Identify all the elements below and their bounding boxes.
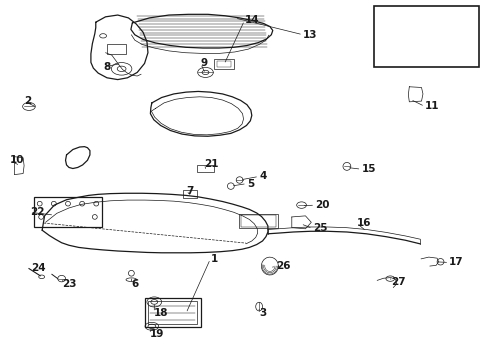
Text: 24: 24	[31, 263, 45, 273]
Text: 19: 19	[149, 329, 163, 339]
Text: 4: 4	[259, 171, 266, 181]
Text: 12: 12	[453, 25, 468, 35]
Bar	[182, 190, 197, 198]
Text: 22: 22	[30, 207, 44, 217]
Text: 21: 21	[204, 159, 219, 169]
Text: 11: 11	[424, 102, 439, 112]
Text: 26: 26	[276, 261, 290, 271]
Bar	[107, 44, 125, 54]
Bar	[217, 61, 230, 67]
Text: 1: 1	[210, 254, 217, 264]
Bar	[34, 197, 102, 226]
Text: 16: 16	[356, 218, 370, 228]
Text: 25: 25	[312, 224, 326, 233]
Bar	[148, 301, 196, 324]
Text: 9: 9	[200, 58, 207, 68]
Text: 27: 27	[390, 277, 405, 287]
Text: 5: 5	[246, 179, 254, 189]
Text: 3: 3	[259, 308, 266, 318]
Text: 10: 10	[9, 155, 24, 165]
Text: 18: 18	[154, 308, 168, 318]
Bar	[373, 6, 478, 67]
Text: 20: 20	[315, 200, 329, 210]
Text: 15: 15	[361, 164, 375, 174]
Bar	[240, 215, 275, 226]
Text: 17: 17	[448, 257, 463, 267]
Text: 8: 8	[103, 62, 110, 72]
Text: 14: 14	[244, 15, 259, 26]
Bar	[238, 214, 277, 228]
Text: 7: 7	[185, 186, 193, 196]
Text: 6: 6	[131, 279, 138, 289]
Bar	[214, 59, 233, 69]
Text: 13: 13	[303, 30, 317, 40]
Bar	[144, 298, 200, 327]
Text: 23: 23	[61, 279, 76, 289]
Bar	[196, 165, 213, 172]
Text: 2: 2	[24, 96, 31, 106]
